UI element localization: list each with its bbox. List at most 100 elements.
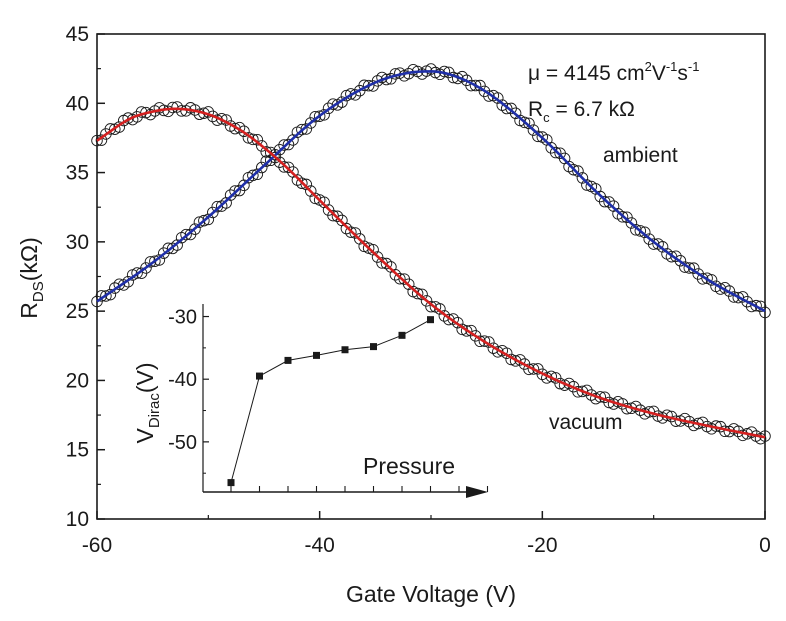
data-point: [229, 185, 241, 197]
data-point: [273, 156, 286, 168]
data-point: [380, 257, 393, 270]
data-point: [282, 161, 295, 174]
inset-y-axis-title-main: V: [132, 428, 158, 444]
data-point: [634, 225, 647, 237]
data-point: [95, 134, 108, 146]
data-point: [278, 139, 290, 151]
inset-data-point: [227, 479, 235, 487]
y-tick-label: 10: [66, 508, 89, 531]
y-axis-title: RDS(kΩ): [16, 237, 47, 318]
x-tick-label: 0: [759, 534, 771, 557]
inset-y-axis-title-sub: Dirac: [146, 393, 163, 429]
data-point: [224, 189, 237, 201]
data-point: [576, 172, 589, 184]
data-point: [251, 134, 264, 146]
data-point: [189, 223, 201, 235]
data-point: [745, 426, 758, 438]
data-point: [634, 404, 647, 416]
data-point: [247, 133, 259, 146]
data-point: [282, 138, 295, 151]
data-point: [207, 206, 219, 219]
data-point: [394, 272, 406, 285]
data-point: [207, 110, 219, 123]
data-point: [509, 355, 522, 367]
data-point: [131, 267, 143, 279]
data-point: [750, 299, 762, 312]
data-point: [469, 79, 482, 92]
mobility-mid2: s: [677, 62, 688, 85]
data-point: [336, 96, 348, 108]
data-point: [443, 313, 455, 326]
data-point: [567, 163, 580, 176]
fit-line-vacuum: [96, 107, 766, 439]
inset-y-tick-label: -40: [168, 369, 197, 391]
data-point: [313, 110, 326, 122]
data-point: [362, 79, 375, 92]
data-point: [349, 227, 362, 239]
inset-chart: -50 -40 -30: [168, 304, 489, 498]
inset-data-line: [230, 319, 431, 483]
inset-x-axis-arrow: [466, 486, 488, 498]
y-tick-label: 20: [66, 369, 89, 392]
series-markers-ambient: [91, 63, 771, 319]
inset-y-axis-title-unit: (V): [132, 362, 158, 393]
y-tick-label: 40: [66, 92, 89, 115]
data-point: [278, 161, 290, 173]
y-tick-label: 35: [66, 162, 89, 185]
data-point: [621, 211, 633, 224]
data-point: [140, 262, 152, 274]
data-point: [438, 310, 451, 322]
inset-data-point: [370, 343, 377, 351]
y-tick-label: 45: [66, 23, 89, 46]
data-point: [451, 316, 464, 329]
data-point: [425, 63, 437, 75]
data-point: [656, 241, 669, 253]
data-point: [91, 134, 103, 147]
inset-data-point: [284, 356, 292, 364]
contact-resistance-annotation: Rc = 6.7 kΩ: [528, 98, 635, 125]
data-point: [674, 254, 687, 267]
data-point: [447, 313, 460, 325]
data-point: [238, 125, 250, 137]
data-point: [460, 325, 473, 337]
data-point: [198, 214, 210, 227]
y-tick-label: 25: [66, 300, 89, 323]
data-point: [122, 275, 134, 288]
data-point: [736, 429, 749, 442]
mobility-annotation: μ = 4145 cm2V-1s-1: [528, 59, 699, 85]
x-tick-label: -20: [527, 534, 557, 557]
data-point: [345, 226, 357, 238]
data-point: [251, 168, 264, 181]
vacuum-label: vacuum: [549, 411, 623, 434]
data-point: [331, 210, 344, 223]
data-point: [100, 290, 112, 302]
data-point: [425, 300, 437, 313]
data-point: [247, 169, 259, 182]
x-tick-label: -60: [82, 534, 112, 557]
data-point: [523, 117, 535, 130]
data-point: [153, 254, 166, 266]
contact-rest: = 6.7 kΩ: [550, 98, 635, 121]
data-point: [585, 389, 598, 401]
data-point: [759, 306, 771, 319]
data-point: [509, 107, 522, 119]
data-point: [478, 335, 491, 347]
data-point: [420, 295, 433, 307]
contact-sub: c: [543, 110, 550, 125]
data-point: [603, 196, 615, 208]
data-point: [327, 209, 339, 222]
data-point: [296, 123, 308, 136]
data-point: [487, 342, 500, 354]
data-point: [527, 363, 540, 375]
data-point: [367, 244, 379, 256]
inset-data-point: [256, 372, 263, 380]
data-point: [723, 285, 736, 297]
inset-y-axis-title: VDirac(V): [132, 362, 163, 443]
data-point: [202, 213, 215, 226]
inset-data-point: [398, 331, 406, 339]
x-axis-title: Gate Voltage (V): [346, 581, 516, 607]
mobility-mid: V: [652, 62, 666, 85]
data-point: [518, 116, 531, 129]
data-point: [434, 303, 446, 315]
